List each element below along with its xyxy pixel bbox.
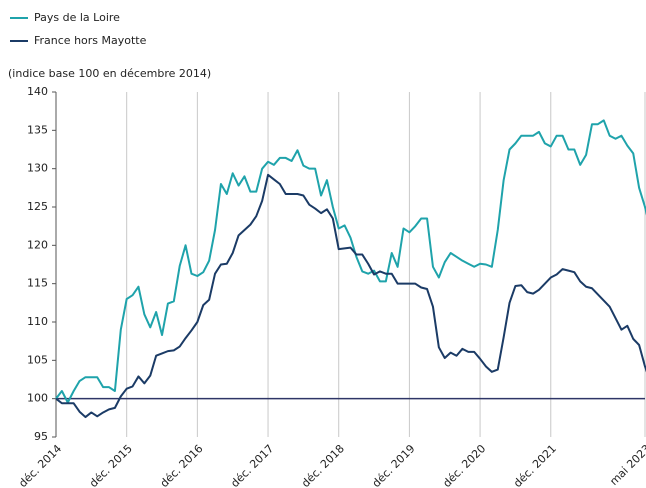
legend-label: France hors Mayotte bbox=[34, 34, 147, 47]
x-tick-label: déc. 2014 bbox=[16, 442, 64, 488]
y-tick-label: 140 bbox=[27, 85, 48, 98]
y-tick-label: 135 bbox=[27, 123, 48, 136]
y-tick-label: 100 bbox=[27, 392, 48, 405]
x-tick-label: mai 2023 bbox=[607, 442, 646, 488]
y-tick-label: 130 bbox=[27, 162, 48, 175]
y-tick-label: 110 bbox=[27, 315, 48, 328]
x-tick-label: déc. 2017 bbox=[228, 442, 276, 488]
series-line bbox=[55, 173, 646, 419]
x-tick-label: déc. 2019 bbox=[370, 442, 418, 488]
y-tick-label: 95 bbox=[34, 430, 48, 443]
x-tick-label: déc. 2020 bbox=[440, 442, 488, 488]
x-tick-label: déc. 2016 bbox=[158, 442, 206, 488]
legend-label: Pays de la Loire bbox=[34, 11, 120, 24]
series-line bbox=[55, 119, 646, 404]
y-tick-label: 125 bbox=[27, 200, 48, 213]
x-tick-label: déc. 2021 bbox=[511, 442, 559, 488]
y-axis-label: (indice base 100 en décembre 2014) bbox=[8, 67, 211, 80]
x-tick-label: déc. 2018 bbox=[299, 442, 347, 488]
x-tick-label: déc. 2015 bbox=[87, 442, 135, 488]
y-tick-label: 120 bbox=[27, 238, 48, 251]
y-tick-label: 115 bbox=[27, 277, 48, 290]
y-tick-label: 105 bbox=[27, 353, 48, 366]
